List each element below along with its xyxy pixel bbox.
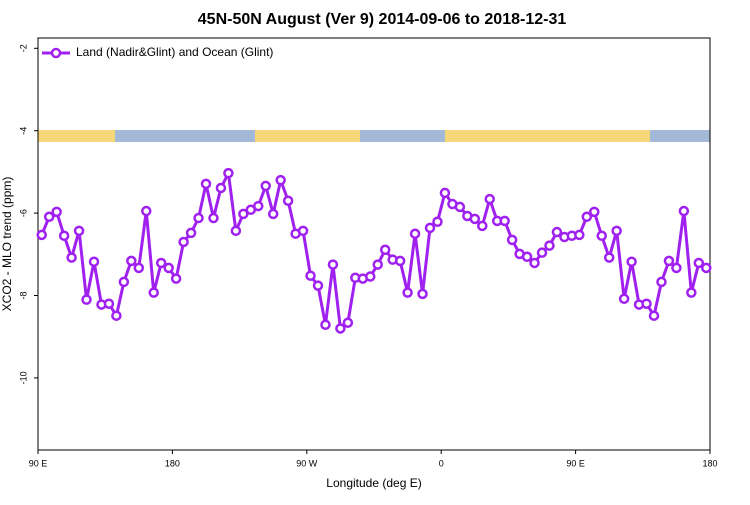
point	[678, 205, 690, 217]
point	[66, 252, 77, 263]
point	[215, 182, 227, 194]
y-tick-label: -6	[18, 209, 28, 217]
point	[275, 174, 286, 186]
x-tick-label: 180	[165, 458, 180, 468]
point	[230, 225, 242, 237]
y-tick-label: -4	[18, 127, 28, 135]
point	[185, 227, 197, 239]
point	[432, 216, 443, 228]
point	[320, 319, 331, 331]
point	[43, 211, 55, 223]
point	[148, 287, 159, 298]
y-tick-label: -2	[18, 44, 28, 52]
chart-title: 45N-50N August (Ver 9) 2014-09-06 to 201…	[198, 11, 567, 28]
point	[641, 298, 652, 309]
point	[103, 298, 115, 309]
point	[454, 201, 466, 213]
point	[312, 280, 324, 291]
point	[73, 225, 85, 237]
point	[163, 262, 174, 274]
point	[193, 212, 204, 224]
point	[648, 310, 660, 321]
point	[589, 206, 600, 218]
point	[365, 271, 376, 282]
point	[178, 236, 189, 248]
point	[51, 206, 62, 218]
point	[223, 167, 234, 179]
y-axis-label: XCO2 - MLO trend (ppm)	[0, 177, 14, 312]
point	[611, 225, 622, 237]
point	[297, 225, 309, 237]
point	[141, 205, 152, 217]
point	[36, 229, 47, 241]
point	[402, 287, 413, 298]
point	[506, 234, 518, 246]
legend: Land (Nadir&Glint) and Ocean (Glint)	[42, 45, 273, 59]
point	[603, 252, 615, 263]
point	[58, 230, 70, 242]
point	[626, 256, 637, 267]
point	[379, 244, 391, 256]
point	[409, 228, 421, 239]
point	[118, 276, 130, 288]
point	[253, 200, 264, 212]
x-tick-label: 90 E	[29, 458, 48, 468]
point	[663, 255, 675, 267]
point	[126, 255, 137, 267]
point	[693, 257, 705, 269]
point	[499, 215, 510, 227]
point	[267, 208, 279, 220]
plot-frame	[37, 37, 711, 451]
point	[327, 259, 339, 270]
point	[417, 288, 428, 300]
point	[574, 229, 585, 241]
point	[477, 220, 488, 232]
point	[469, 213, 481, 225]
point	[394, 255, 406, 267]
point	[238, 208, 249, 220]
legend-label: Land (Nadir&Glint) and Ocean (Glint)	[76, 45, 273, 59]
point	[521, 251, 533, 263]
point	[686, 287, 697, 298]
point	[155, 257, 167, 269]
point	[335, 323, 346, 334]
point	[701, 262, 712, 274]
point	[305, 270, 316, 281]
point	[200, 178, 212, 190]
point	[544, 240, 555, 251]
y-tick-label: -8	[18, 291, 28, 299]
land-ocean-strip	[38, 130, 710, 142]
point	[529, 257, 540, 269]
x-tick-label: 0	[439, 458, 444, 468]
point	[208, 212, 219, 224]
point	[260, 180, 271, 192]
point	[88, 256, 100, 267]
series-line	[40, 168, 708, 332]
legend-marker	[50, 47, 62, 59]
point	[484, 193, 495, 205]
x-axis-label: Longitude (deg E)	[326, 476, 421, 490]
y-tick-label: -10	[18, 371, 28, 384]
point	[170, 273, 182, 284]
point	[551, 226, 563, 238]
point	[342, 317, 354, 328]
point	[581, 211, 593, 223]
point	[618, 293, 630, 305]
point	[656, 276, 667, 288]
x-tick-label: 180	[702, 458, 717, 468]
point	[439, 187, 451, 199]
point	[596, 230, 607, 242]
point	[133, 262, 145, 274]
x-tick-label: 90 W	[296, 458, 318, 468]
point	[536, 247, 548, 258]
point	[671, 262, 682, 274]
point	[372, 259, 383, 270]
point	[282, 195, 294, 206]
point	[81, 294, 92, 305]
point	[111, 310, 122, 321]
x-tick-label: 90 E	[566, 458, 585, 468]
point	[424, 222, 436, 234]
